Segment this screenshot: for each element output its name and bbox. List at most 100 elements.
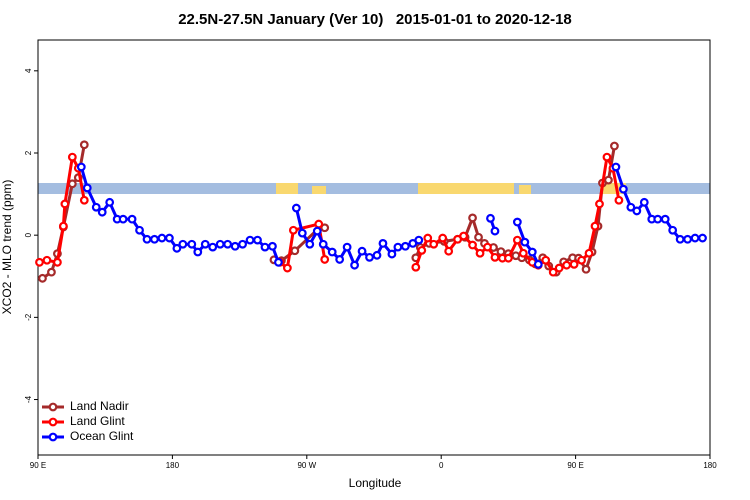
x-tick-label: 180 bbox=[166, 461, 180, 470]
data-point bbox=[483, 242, 492, 252]
data-point bbox=[47, 267, 56, 277]
data-point bbox=[602, 152, 612, 162]
x-tick-label: 90 E bbox=[567, 461, 583, 470]
data-point bbox=[91, 202, 101, 212]
data-point bbox=[520, 237, 530, 247]
data-point bbox=[569, 259, 579, 269]
data-point bbox=[357, 246, 367, 256]
data-point bbox=[178, 239, 188, 249]
data-point bbox=[512, 217, 522, 227]
data-point bbox=[429, 239, 439, 249]
data-point bbox=[618, 184, 628, 194]
data-point bbox=[475, 248, 485, 258]
data-point bbox=[698, 233, 707, 243]
data-point bbox=[548, 267, 558, 277]
data-point bbox=[60, 199, 70, 209]
data-point bbox=[490, 226, 500, 236]
data-point bbox=[290, 246, 300, 256]
data-point bbox=[79, 140, 89, 150]
x-tick-label: 90 W bbox=[297, 461, 316, 470]
y-tick-label: -2 bbox=[24, 313, 33, 321]
x-tick-label: 180 bbox=[703, 461, 717, 470]
data-point bbox=[53, 257, 62, 267]
data-point bbox=[142, 234, 152, 244]
data-point bbox=[468, 213, 477, 223]
legend-marker bbox=[48, 402, 58, 412]
data-point bbox=[320, 255, 330, 264]
data-point bbox=[253, 235, 262, 245]
data-point bbox=[639, 197, 649, 207]
data-point bbox=[562, 260, 572, 270]
data-point bbox=[527, 247, 537, 257]
data-point bbox=[675, 234, 685, 244]
data-point bbox=[581, 264, 591, 274]
data-point bbox=[318, 239, 328, 249]
data-point bbox=[614, 195, 624, 205]
y-axis-label: XCO2 - MLO trend (ppm) bbox=[0, 180, 14, 315]
data-point bbox=[230, 241, 240, 251]
data-point bbox=[335, 255, 345, 264]
data-point bbox=[38, 273, 47, 283]
chart-title: 22.5N-27.5N January (Ver 10) 2015-01-01 … bbox=[178, 11, 572, 28]
data-point bbox=[577, 255, 586, 265]
legend-marker bbox=[48, 417, 58, 427]
data-point bbox=[533, 259, 543, 269]
data-point bbox=[118, 214, 128, 224]
data-point bbox=[350, 260, 359, 270]
data-point bbox=[82, 183, 92, 193]
data-point bbox=[690, 233, 700, 243]
data-point bbox=[490, 252, 500, 262]
data-point bbox=[444, 246, 454, 256]
data-point bbox=[438, 233, 448, 243]
data-point bbox=[365, 252, 374, 262]
data-point bbox=[215, 239, 225, 249]
y-tick-label: 2 bbox=[24, 150, 33, 155]
data-point bbox=[595, 199, 604, 209]
data-point bbox=[305, 239, 315, 249]
data-point bbox=[260, 242, 270, 252]
data-point bbox=[67, 152, 77, 162]
data-point bbox=[632, 206, 642, 216]
data-point bbox=[342, 242, 352, 252]
data-point bbox=[423, 233, 433, 243]
data-point bbox=[200, 239, 210, 249]
data-point bbox=[187, 239, 197, 249]
data-point bbox=[67, 179, 77, 189]
data-point bbox=[320, 223, 330, 233]
data-point bbox=[314, 219, 324, 229]
data-point bbox=[414, 235, 424, 245]
data-point bbox=[58, 221, 68, 231]
data-point bbox=[387, 249, 397, 259]
data-point bbox=[518, 248, 528, 258]
data-point bbox=[611, 162, 621, 172]
land-ocean-strip bbox=[38, 183, 710, 194]
data-point bbox=[584, 248, 594, 258]
data-point bbox=[486, 213, 495, 223]
data-point bbox=[193, 247, 203, 257]
y-tick-label: -4 bbox=[24, 395, 33, 403]
data-point bbox=[504, 253, 513, 263]
data-point bbox=[42, 255, 52, 265]
data-point bbox=[459, 231, 469, 241]
data-point bbox=[97, 207, 107, 217]
data-point bbox=[653, 214, 663, 224]
data-point bbox=[683, 234, 692, 244]
data-point bbox=[590, 221, 600, 231]
data-point bbox=[105, 197, 115, 207]
data-point bbox=[554, 263, 564, 273]
data-point bbox=[172, 243, 182, 253]
x-tick-label: 0 bbox=[439, 461, 444, 470]
data-point bbox=[291, 203, 301, 213]
data-point bbox=[604, 175, 613, 185]
data-point bbox=[400, 241, 410, 251]
data-point bbox=[238, 239, 247, 249]
data-point bbox=[417, 245, 427, 255]
data-point bbox=[541, 255, 551, 265]
data-point bbox=[411, 262, 421, 272]
x-tick-label: 90 E bbox=[30, 461, 46, 470]
data-point bbox=[610, 141, 619, 151]
x-axis-label: Longitude bbox=[349, 476, 402, 490]
data-point bbox=[268, 241, 277, 251]
data-point bbox=[223, 239, 233, 249]
